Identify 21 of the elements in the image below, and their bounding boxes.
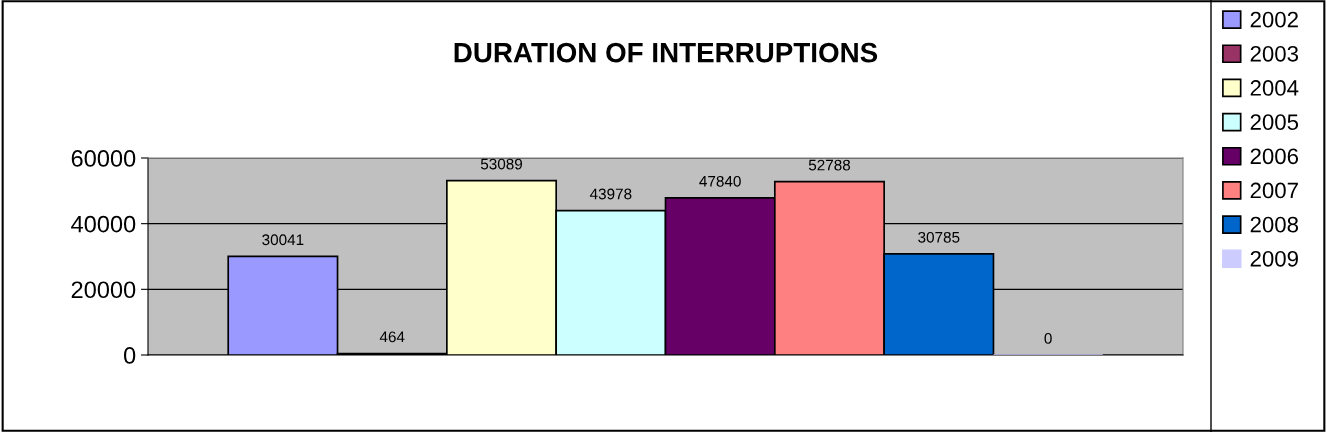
legend-label: 2006 — [1250, 148, 1299, 165]
data-label: 53089 — [480, 158, 523, 170]
data-label: 47840 — [699, 175, 741, 187]
data-label: 30041 — [262, 234, 304, 246]
data-label: 30785 — [918, 231, 960, 243]
legend-label: 2003 — [1250, 45, 1299, 62]
legend-label: 2005 — [1250, 114, 1299, 130]
data-label: 52788 — [808, 159, 851, 171]
chart-title: DURATION OF INTERRUPTIONS — [454, 42, 878, 63]
y-tick-label: 0 — [123, 347, 136, 364]
legend-label: 2008 — [1250, 216, 1299, 233]
data-label: 0 — [1044, 332, 1052, 344]
legend-label: 2002 — [1250, 11, 1298, 28]
y-tick-label: 60000 — [71, 150, 136, 167]
legend-label: 2004 — [1250, 80, 1299, 96]
legend-label: 2009 — [1250, 250, 1298, 267]
y-tick-label: 20000 — [71, 281, 136, 299]
y-tick-label: 40000 — [71, 215, 136, 233]
legend-label: 2007 — [1250, 182, 1298, 199]
data-label: 43978 — [589, 188, 632, 200]
data-label: 464 — [379, 331, 405, 343]
